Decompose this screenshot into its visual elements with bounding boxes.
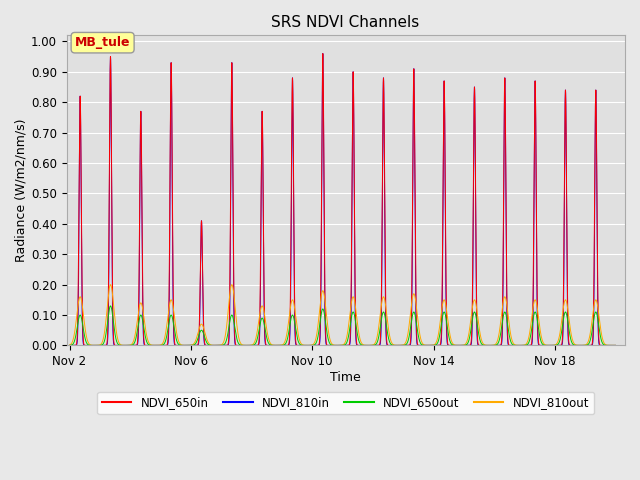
Text: MB_tule: MB_tule	[75, 36, 131, 49]
Y-axis label: Radiance (W/m2/nm/s): Radiance (W/m2/nm/s)	[15, 119, 28, 262]
Title: SRS NDVI Channels: SRS NDVI Channels	[271, 15, 420, 30]
Legend: NDVI_650in, NDVI_810in, NDVI_650out, NDVI_810out: NDVI_650in, NDVI_810in, NDVI_650out, NDV…	[97, 392, 594, 414]
X-axis label: Time: Time	[330, 371, 361, 384]
